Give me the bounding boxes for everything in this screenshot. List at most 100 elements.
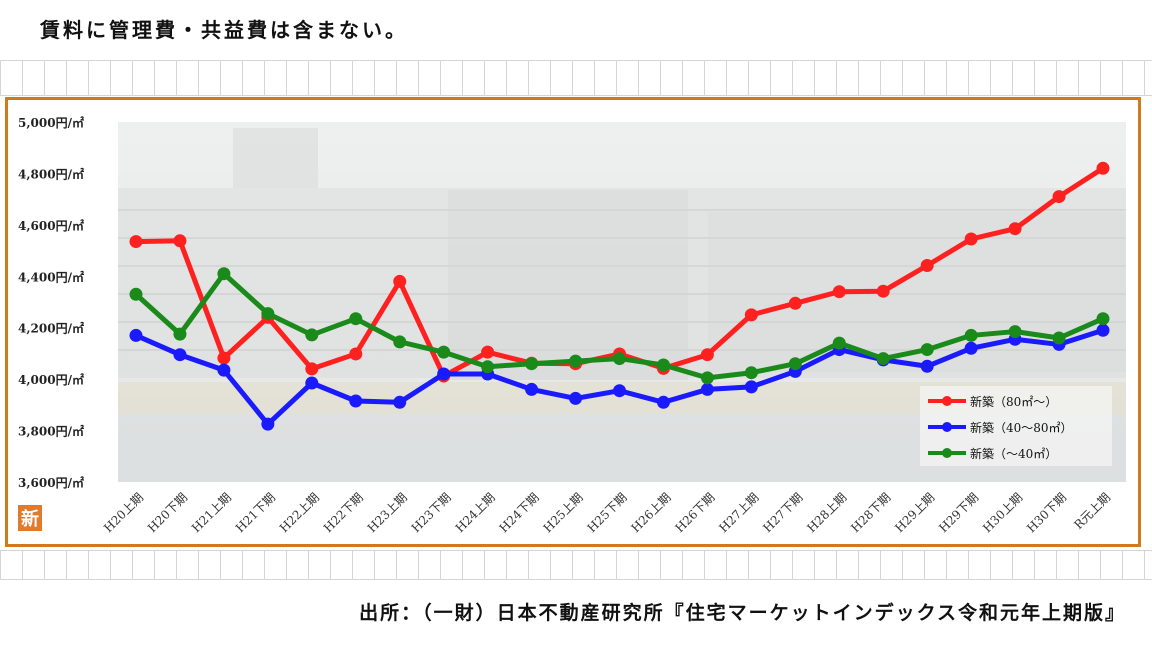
- y-tick-label: 3,600円/㎡: [18, 475, 84, 490]
- legend-label: 新築（80㎡～）: [970, 394, 1057, 409]
- legend-marker: [942, 396, 952, 406]
- rent-line-chart: 3,600円/㎡ 3,800円/㎡ 4,000円/㎡ 4,200円/㎡ 4,400円/㎡…: [18, 115, 1126, 535]
- data-point: [964, 341, 978, 355]
- x-tick-label: H29下期: [936, 490, 981, 535]
- y-tick-label: 4,400円/㎡: [18, 269, 84, 284]
- data-point: [349, 312, 363, 326]
- data-point: [393, 335, 407, 349]
- y-tick-label: 4,600円/㎡: [18, 218, 84, 233]
- data-point: [393, 395, 407, 409]
- x-tick-label: H24上期: [453, 490, 498, 535]
- data-point: [744, 380, 758, 394]
- x-tick-label: R元上期: [1071, 490, 1113, 532]
- data-point: [613, 352, 626, 366]
- data-point: [700, 382, 714, 396]
- data-point: [349, 347, 363, 361]
- data-point: [437, 345, 451, 359]
- y-tick-label: 4,000円/㎡: [18, 372, 84, 387]
- x-tick-label: H26下期: [672, 490, 717, 535]
- data-point: [700, 371, 714, 385]
- data-point: [788, 296, 802, 310]
- data-point: [569, 391, 583, 405]
- data-point: [744, 308, 758, 322]
- data-point: [173, 327, 187, 341]
- plot-background: [118, 122, 1126, 482]
- sheet-grid-bottom: [0, 550, 1152, 580]
- data-point: [656, 395, 670, 409]
- x-tick-label: H30上期: [980, 490, 1025, 535]
- sheet-grid-top: [0, 60, 1152, 96]
- new-badge: 新: [18, 505, 42, 531]
- chart-legend: 新築（80㎡～） 新築（40～80㎡） 新築（～40㎡）: [920, 386, 1112, 466]
- data-point: [129, 287, 143, 301]
- data-point: [261, 307, 275, 321]
- data-point: [656, 358, 670, 372]
- data-point: [1096, 161, 1110, 175]
- x-tick-label: H28上期: [804, 490, 849, 535]
- data-point: [261, 417, 275, 431]
- legend-label: 新築（～40㎡）: [970, 446, 1057, 461]
- x-tick-label: H23下期: [409, 490, 454, 535]
- rent-note: 賃料に管理費・共益費は含まない。: [40, 18, 408, 42]
- data-point: [525, 382, 539, 396]
- data-point: [832, 336, 846, 350]
- new-badge-label: 新: [21, 508, 39, 530]
- data-point: [744, 366, 758, 380]
- x-tick-label: H27下期: [760, 490, 805, 535]
- x-tick-label: H20下期: [145, 490, 190, 535]
- x-tick-label: H21下期: [233, 490, 278, 535]
- x-tick-label: H28下期: [848, 490, 893, 535]
- data-point: [393, 274, 407, 288]
- legend-marker: [942, 422, 952, 432]
- data-point: [217, 351, 231, 365]
- chart-frame: 3,600円/㎡ 3,800円/㎡ 4,000円/㎡ 4,200円/㎡ 4,400円/㎡…: [5, 97, 1141, 547]
- y-tick-label: 4,800円/㎡: [18, 166, 84, 181]
- source-citation: 出所：（一財）日本不動産研究所『住宅マーケットインデックス令和元年上期版』: [359, 602, 1126, 624]
- x-tick-label: H24下期: [497, 490, 542, 535]
- data-point: [1096, 312, 1110, 326]
- data-point: [964, 328, 978, 342]
- data-point: [217, 267, 231, 281]
- data-point: [876, 284, 890, 298]
- data-point: [173, 234, 187, 248]
- y-tick-label: 4,200円/㎡: [18, 321, 84, 336]
- data-point: [920, 258, 934, 272]
- data-point: [1052, 331, 1066, 345]
- chart-series: [129, 161, 1110, 431]
- data-point: [481, 345, 495, 359]
- data-point: [525, 357, 539, 371]
- y-tick-label: 5,000円/㎡: [18, 115, 84, 130]
- data-point: [1096, 323, 1110, 337]
- x-tick-label: H22下期: [321, 490, 366, 535]
- legend-label: 新築（40～80㎡）: [970, 420, 1073, 435]
- data-point: [217, 363, 231, 377]
- x-tick-label: H27上期: [716, 490, 761, 535]
- data-point: [876, 352, 890, 366]
- data-point: [305, 328, 319, 342]
- data-point: [129, 328, 143, 342]
- data-point: [437, 367, 451, 381]
- data-point: [1052, 190, 1066, 204]
- x-tick-label: H20上期: [101, 490, 146, 535]
- data-point: [129, 235, 143, 249]
- data-point: [349, 394, 363, 408]
- data-point: [920, 359, 934, 373]
- data-point: [964, 232, 978, 246]
- x-tick-label: H26上期: [628, 490, 673, 535]
- data-point: [920, 343, 934, 357]
- x-tick-label: H30下期: [1024, 490, 1069, 535]
- data-point: [788, 357, 802, 371]
- y-tick-label: 3,800円/㎡: [18, 424, 84, 439]
- data-point: [613, 384, 626, 398]
- data-point: [700, 348, 714, 362]
- data-point: [481, 360, 495, 374]
- x-tick-label: H22上期: [277, 490, 322, 535]
- x-tick-label: H21上期: [189, 490, 234, 535]
- data-point: [832, 285, 846, 299]
- data-point: [305, 376, 319, 390]
- x-tick-label: H29上期: [892, 490, 937, 535]
- data-point: [1008, 325, 1022, 339]
- data-point: [305, 362, 319, 376]
- x-tick-label: H25上期: [541, 490, 586, 535]
- legend-marker: [942, 448, 952, 458]
